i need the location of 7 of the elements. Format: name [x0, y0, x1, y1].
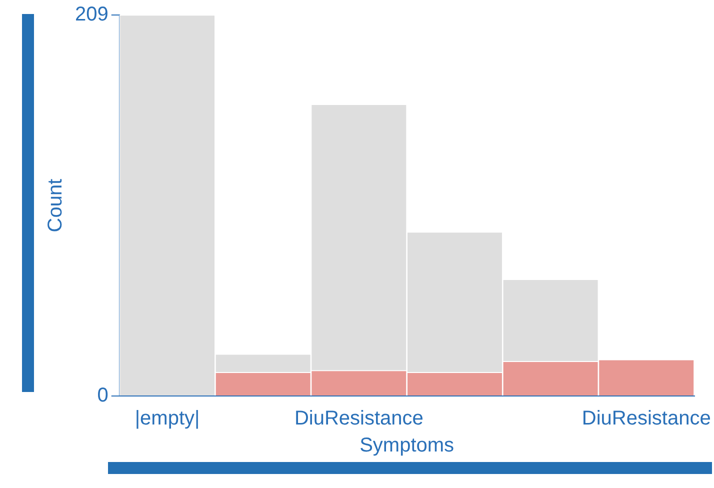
y-tick-label: 0 — [97, 384, 108, 407]
x-tick-label: DiuResistance — [294, 408, 424, 430]
x-tick-label: DiuResistance — [582, 408, 711, 430]
x-tick-label: |empty| — [134, 408, 200, 430]
y-tick-label: 209 — [74, 4, 108, 26]
x-axis-title: Symptoms — [360, 434, 454, 457]
y-axis-title: Count — [44, 178, 67, 232]
